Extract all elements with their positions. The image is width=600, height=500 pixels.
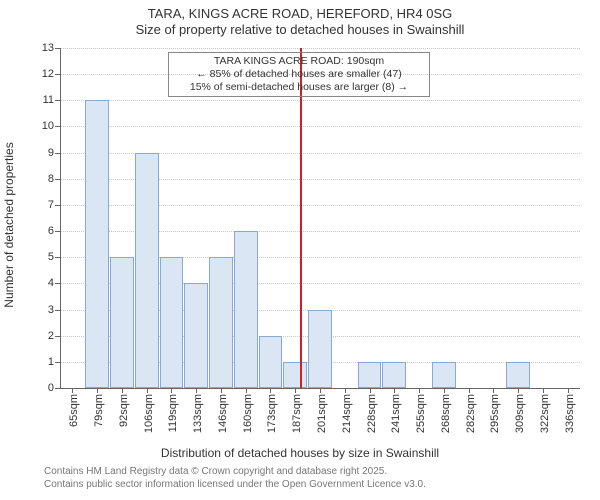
x-tick-label: 119sqm [167, 394, 179, 432]
x-tick-label: 309sqm [514, 394, 526, 433]
gridline [60, 126, 580, 127]
y-tick-label: 10 [42, 120, 60, 132]
x-tick-label: 133sqm [192, 394, 204, 433]
x-axis-label: Distribution of detached houses by size … [0, 446, 600, 460]
y-tick-label: 0 [48, 382, 60, 394]
histogram-bar [308, 310, 332, 388]
histogram-bar [234, 231, 258, 388]
x-tick-label: 146sqm [217, 394, 229, 433]
y-tick-label: 11 [43, 94, 60, 106]
y-tick-label: 13 [42, 42, 60, 54]
plot-area: 01234567891011121365sqm79sqm92sqm106sqm1… [60, 48, 580, 388]
histogram-bar [358, 362, 382, 388]
reference-line [300, 48, 302, 388]
x-tick-label: 106sqm [143, 394, 155, 433]
annotation-line: ← 85% of detached houses are smaller (47… [173, 68, 425, 81]
histogram-bar [506, 362, 530, 388]
x-tick-label: 228sqm [366, 394, 378, 433]
chart-container: TARA, KINGS ACRE ROAD, HEREFORD, HR4 0SG… [0, 0, 600, 500]
x-tick-label: 295sqm [489, 394, 501, 433]
x-tick-label: 268sqm [440, 394, 452, 433]
histogram-bar [135, 153, 159, 388]
y-tick-label: 3 [48, 304, 60, 316]
y-tick-label: 9 [48, 147, 60, 159]
y-tick-label: 5 [48, 251, 60, 263]
gridline [60, 48, 580, 49]
y-tick-label: 8 [48, 173, 60, 185]
attribution-line2: Contains public sector information licen… [44, 479, 426, 492]
x-tick-label: 187sqm [291, 394, 303, 433]
x-tick-label: 241sqm [390, 394, 402, 433]
x-tick-label: 322sqm [539, 394, 551, 433]
x-tick-label: 92sqm [118, 394, 130, 427]
annotation-box: TARA KINGS ACRE ROAD: 190sqm← 85% of det… [168, 52, 430, 97]
y-axis-label: Number of detached properties [2, 142, 16, 307]
histogram-bar [432, 362, 456, 388]
y-tick-label: 1 [48, 356, 60, 368]
y-tick-label: 12 [42, 68, 60, 80]
x-tick-label: 79sqm [93, 394, 105, 427]
x-tick-label: 65sqm [68, 394, 80, 427]
chart-title-line1: TARA, KINGS ACRE ROAD, HEREFORD, HR4 0SG [0, 6, 600, 22]
chart-title-block: TARA, KINGS ACRE ROAD, HEREFORD, HR4 0SG… [0, 6, 600, 39]
histogram-bar [259, 336, 283, 388]
histogram-bar [160, 257, 184, 388]
histogram-bar [110, 257, 134, 388]
x-tick-label: 282sqm [465, 394, 477, 433]
gridline [60, 100, 580, 101]
y-tick-label: 4 [48, 277, 60, 289]
attribution-line1: Contains HM Land Registry data © Crown c… [44, 466, 426, 479]
x-tick-label: 255sqm [415, 394, 427, 433]
y-tick-label: 6 [48, 225, 60, 237]
x-tick-label: 336sqm [564, 394, 576, 433]
attribution-footer: Contains HM Land Registry data © Crown c… [44, 466, 426, 491]
y-axis-line [60, 48, 61, 388]
x-tick-label: 160sqm [242, 394, 254, 433]
annotation-line: TARA KINGS ACRE ROAD: 190sqm [173, 55, 425, 68]
histogram-bar [209, 257, 233, 388]
histogram-bar [184, 283, 208, 388]
x-tick-label: 214sqm [341, 394, 353, 433]
x-tick-label: 173sqm [266, 394, 278, 433]
x-axis-line [60, 388, 580, 389]
chart-subtitle: Size of property relative to detached ho… [0, 22, 600, 38]
histogram-bar [85, 100, 109, 388]
annotation-line: 15% of semi-detached houses are larger (… [173, 81, 425, 94]
histogram-bar [283, 362, 307, 388]
histogram-bar [382, 362, 406, 388]
x-tick-label: 201sqm [316, 394, 328, 433]
y-tick-label: 2 [48, 330, 60, 342]
y-tick-label: 7 [48, 199, 60, 211]
